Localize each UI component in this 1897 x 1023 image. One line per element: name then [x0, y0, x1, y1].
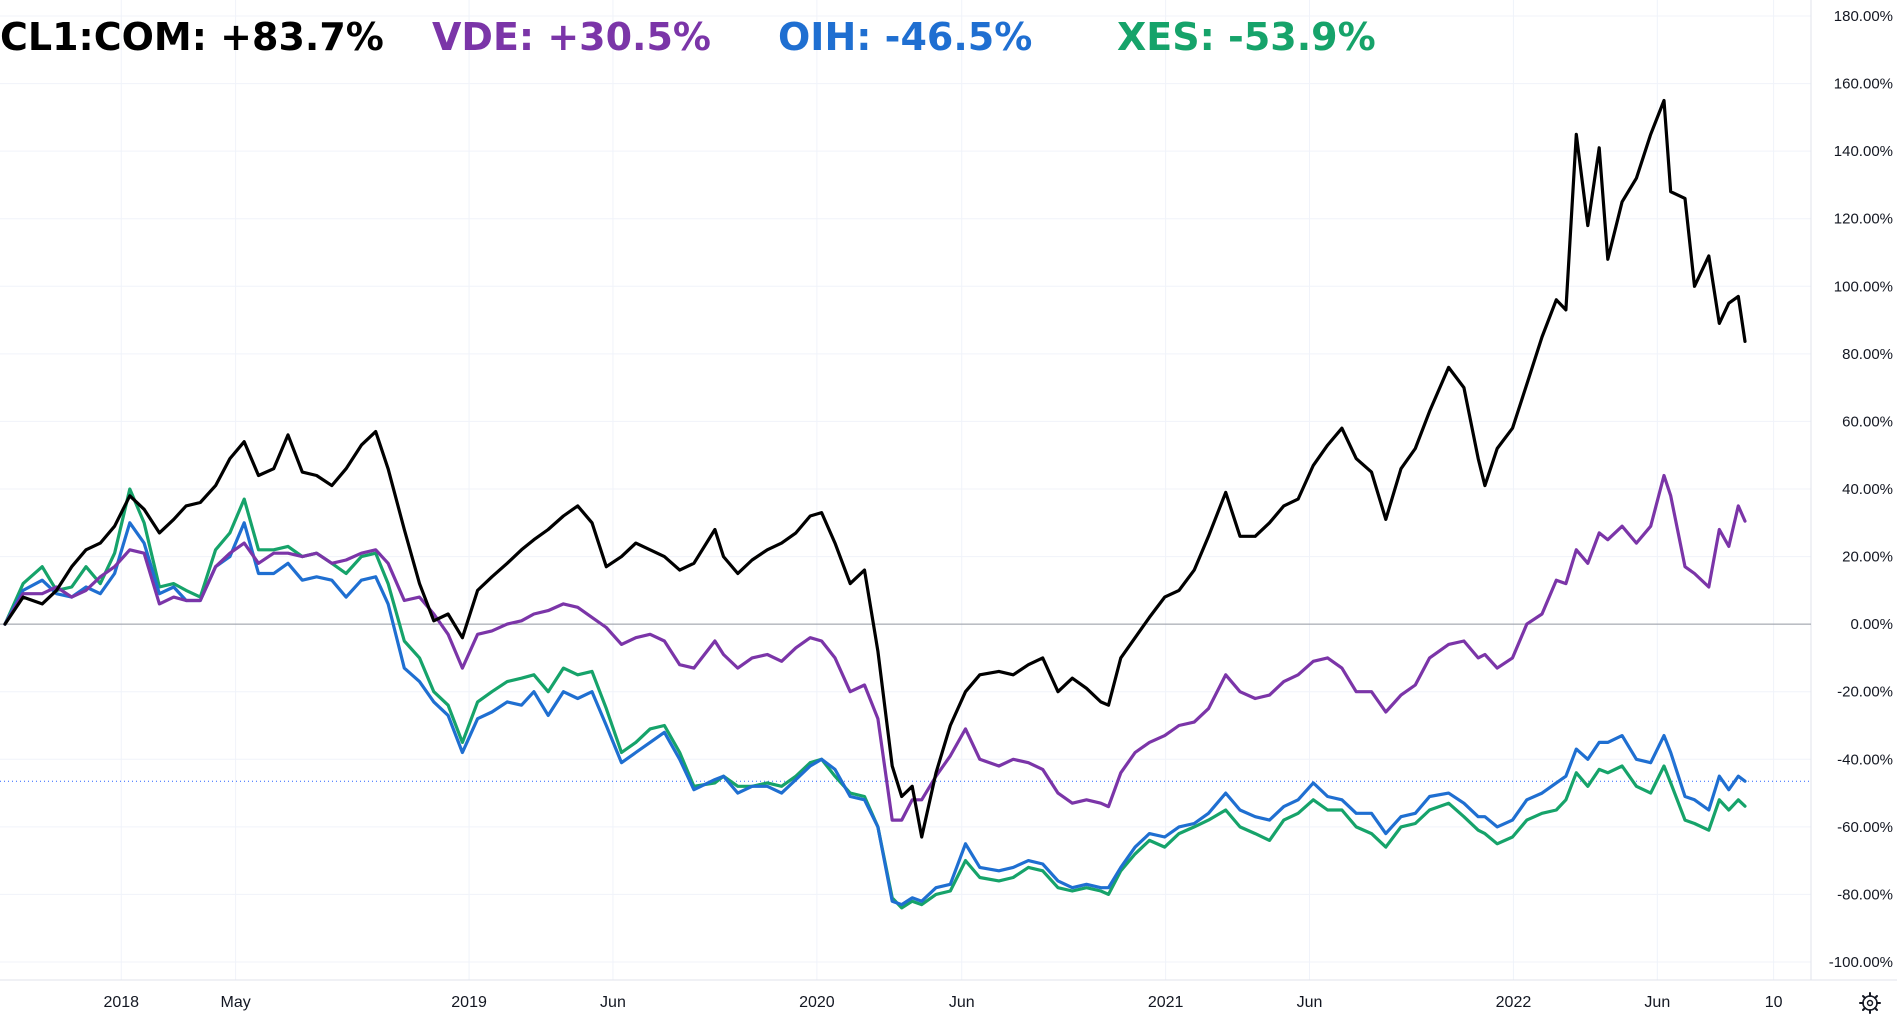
y-tick-label: 100.00%	[1834, 278, 1893, 295]
x-tick-label: 2018	[103, 994, 139, 1011]
x-tick-label: 2022	[1496, 994, 1532, 1011]
series-line-vde[interactable]	[3, 473, 1747, 822]
series-line-oih[interactable]	[3, 521, 1747, 907]
series-line-xes[interactable]	[3, 487, 1747, 910]
axes	[0, 0, 1897, 981]
y-tick-label: -20.00%	[1837, 684, 1893, 701]
x-tick-label: Jun	[949, 994, 975, 1011]
y-tick-label: 160.00%	[1834, 76, 1893, 93]
y-tick-label: 0.00%	[1850, 616, 1893, 633]
y-tick-label: 20.00%	[1842, 549, 1893, 566]
legend: CL1:COM: +83.7% VDE: +30.5% OIH: -46.5% XES…	[0, 15, 1376, 59]
y-tick-label: -80.00%	[1837, 886, 1893, 903]
x-tick-label: 2021	[1148, 994, 1184, 1011]
series-line-cl1-com[interactable]	[3, 98, 1747, 839]
x-tick-label: Jun	[1297, 994, 1323, 1011]
x-tick-label: Jun	[1644, 994, 1670, 1011]
gear-icon[interactable]	[1859, 992, 1881, 1014]
y-tick-label: 60.00%	[1842, 413, 1893, 430]
grid	[0, 0, 1811, 980]
y-tick-label: -40.00%	[1837, 751, 1893, 768]
y-tick-label: -60.00%	[1837, 819, 1893, 836]
y-tick-labels: 180.00% 160.00% 140.00% 120.00% 100.00% 80.00…	[1829, 8, 1893, 971]
x-tick-label: 10	[1765, 994, 1783, 1011]
legend-item: OIH: -46.5%	[778, 15, 1032, 59]
y-tick-label: 120.00%	[1834, 211, 1893, 228]
series-lines	[3, 98, 1747, 910]
legend-item: CL1:COM: +83.7%	[0, 15, 384, 59]
y-tick-label: 180.00%	[1834, 8, 1893, 25]
y-tick-label: 40.00%	[1842, 481, 1893, 498]
legend-item: VDE: +30.5%	[432, 15, 711, 59]
x-tick-labels: 2018 May 2019 Jun 2020 Jun 2021 Jun 2022 Jun 10	[103, 994, 1782, 1011]
x-tick-label: 2019	[451, 994, 487, 1011]
y-tick-label: 80.00%	[1842, 346, 1893, 363]
y-tick-label: -100.00%	[1829, 954, 1893, 971]
x-tick-label: May	[220, 994, 250, 1011]
legend-item: XES: -53.9%	[1117, 15, 1376, 59]
x-tick-label: 2020	[799, 994, 835, 1011]
x-tick-label: Jun	[600, 994, 626, 1011]
y-tick-label: 140.00%	[1834, 143, 1893, 160]
